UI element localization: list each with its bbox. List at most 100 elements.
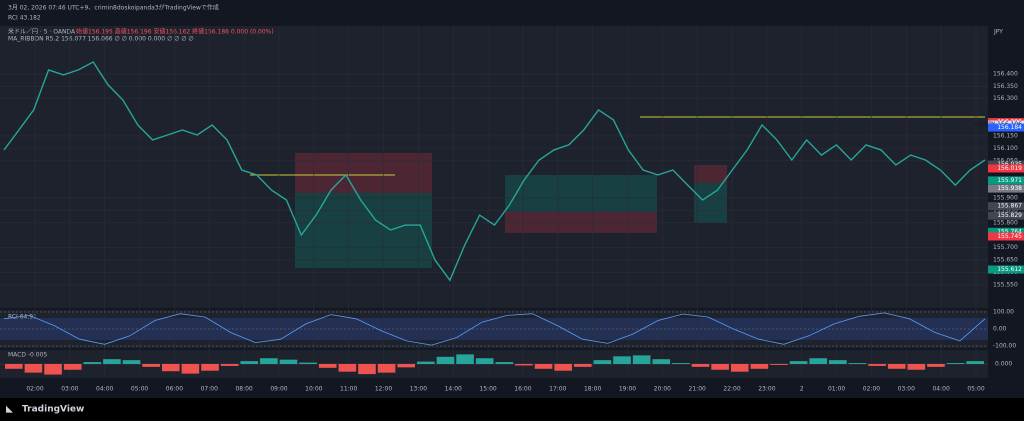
macd-bar (809, 358, 828, 364)
x-tick-label: 19:00 (619, 386, 636, 393)
macd-bar (358, 364, 376, 375)
price-tag (988, 123, 1024, 132)
position-profit (694, 183, 727, 223)
macd-bar (887, 364, 906, 369)
x-tick-label: 17:00 (549, 386, 566, 393)
macd-bar (5, 364, 23, 369)
macd-bar (573, 364, 592, 367)
macd-bar (220, 364, 239, 366)
price-tag-label: 155.829 (997, 212, 1022, 219)
price-tag-label: 155.867 (997, 203, 1022, 210)
macd-bar (397, 364, 416, 368)
price-tag-label: 155.971 (997, 177, 1022, 184)
y-tick-label: 156.350 (993, 83, 1018, 90)
macd-bar (770, 364, 788, 365)
y-tick-label: 156.150 (993, 132, 1018, 139)
macd-bar (279, 359, 298, 364)
macd-bar (44, 364, 62, 375)
x-tick-label: 12:00 (375, 386, 392, 393)
x-tick-label: 03:00 (61, 386, 78, 393)
legend-ribbon: MA_RIBBON R5.2 156.077 156.066 ∅ ∅ 0.000… (8, 36, 194, 43)
macd-bar (181, 364, 200, 374)
price-tag (988, 184, 1024, 193)
macd-bar (711, 364, 729, 370)
price-tag (988, 176, 1024, 185)
brand-logo: ◣ (6, 405, 13, 415)
macd-bar (848, 363, 867, 364)
macd-bar (554, 364, 572, 371)
x-tick-label: 06:00 (166, 386, 183, 393)
rci-line (3, 312, 986, 346)
price-tag-label: 156.184 (997, 124, 1022, 131)
position-loss (694, 165, 727, 183)
macd-label: MACD -0.005 (8, 352, 47, 359)
x-tick-label: 02:00 (863, 386, 880, 393)
rci-tick-label: -100.00 (993, 343, 1016, 350)
x-tick-label: 18:00 (584, 386, 601, 393)
x-tick-label: 20:00 (654, 386, 671, 393)
x-tick-label: 07:00 (201, 386, 218, 393)
rci-tick-label: 0.00 (993, 326, 1007, 333)
x-tick-label: 04:00 (932, 386, 949, 393)
caption: 3月 02, 2026 07:46 UTC+9、crimin8doskoipan… (8, 4, 219, 12)
position-loss (295, 153, 432, 193)
macd-bar (868, 364, 886, 366)
x-tick-label: 15:00 (479, 386, 496, 393)
macd-bar (730, 364, 749, 372)
price-tag-label: 155.764 (997, 228, 1022, 235)
y-tick-label: 155.850 (993, 207, 1018, 214)
legend-symbol: 米ドル／円 · 5 · OANDA (8, 28, 76, 36)
price-tag-label: 155.745 (997, 233, 1022, 240)
macd-bar (338, 364, 357, 372)
y-tick-label: 156.400 (993, 70, 1018, 77)
macd-bar (613, 356, 631, 364)
price-tag (988, 227, 1024, 236)
x-tick-label: 05:00 (967, 386, 984, 393)
x-tick-label: 03:00 (898, 386, 915, 393)
y-tick-label: 155.900 (993, 195, 1018, 202)
x-tick-label: 13:00 (410, 386, 427, 393)
macd-bar (240, 361, 259, 364)
macd-bar (750, 364, 769, 369)
macd-bar (260, 358, 278, 364)
macd-bar (927, 364, 945, 367)
macd-bar (515, 364, 533, 366)
main-pane (0, 26, 988, 308)
price-tag (988, 265, 1024, 274)
x-tick-label: 02:00 (26, 386, 43, 393)
macd-bar (63, 364, 82, 370)
macd-bar (201, 364, 219, 371)
price-tag-label: 155.612 (997, 266, 1022, 273)
currency: JPY (993, 29, 1003, 36)
y-tick-label: 155.550 (993, 281, 1018, 288)
macd-bar (789, 361, 808, 364)
macd-bar (829, 360, 847, 364)
macd-bar (83, 362, 102, 364)
position-loss (505, 212, 657, 233)
macd-bar (24, 364, 43, 373)
x-tick-label: 08:00 (235, 386, 252, 393)
y-tick-label: 155.800 (993, 219, 1018, 226)
rci-tick-label: 100.00 (993, 309, 1014, 316)
macd-bar (691, 364, 710, 367)
macd-bar (907, 364, 926, 370)
x-tick-label: 10:00 (305, 386, 322, 393)
x-tick-label: 23:00 (758, 386, 775, 393)
position-profit (505, 175, 657, 212)
macd-bar (475, 358, 494, 364)
macd-bar (417, 361, 435, 364)
macd-bar (946, 363, 965, 364)
macd-bar (593, 360, 612, 364)
macd-bar (632, 355, 651, 364)
macd-bar (142, 364, 160, 367)
position-profit (295, 193, 432, 268)
y-tick-label: 155.700 (993, 244, 1018, 251)
x-tick-label: 01:00 (828, 386, 845, 393)
y-tick-label: 156.300 (993, 95, 1018, 102)
macd-bar (652, 359, 671, 364)
macd-bar (103, 359, 121, 364)
price-tag-label: 156.019 (997, 165, 1022, 172)
x-tick-label: 2 (800, 386, 804, 393)
y-tick-label: 156.100 (993, 145, 1018, 152)
